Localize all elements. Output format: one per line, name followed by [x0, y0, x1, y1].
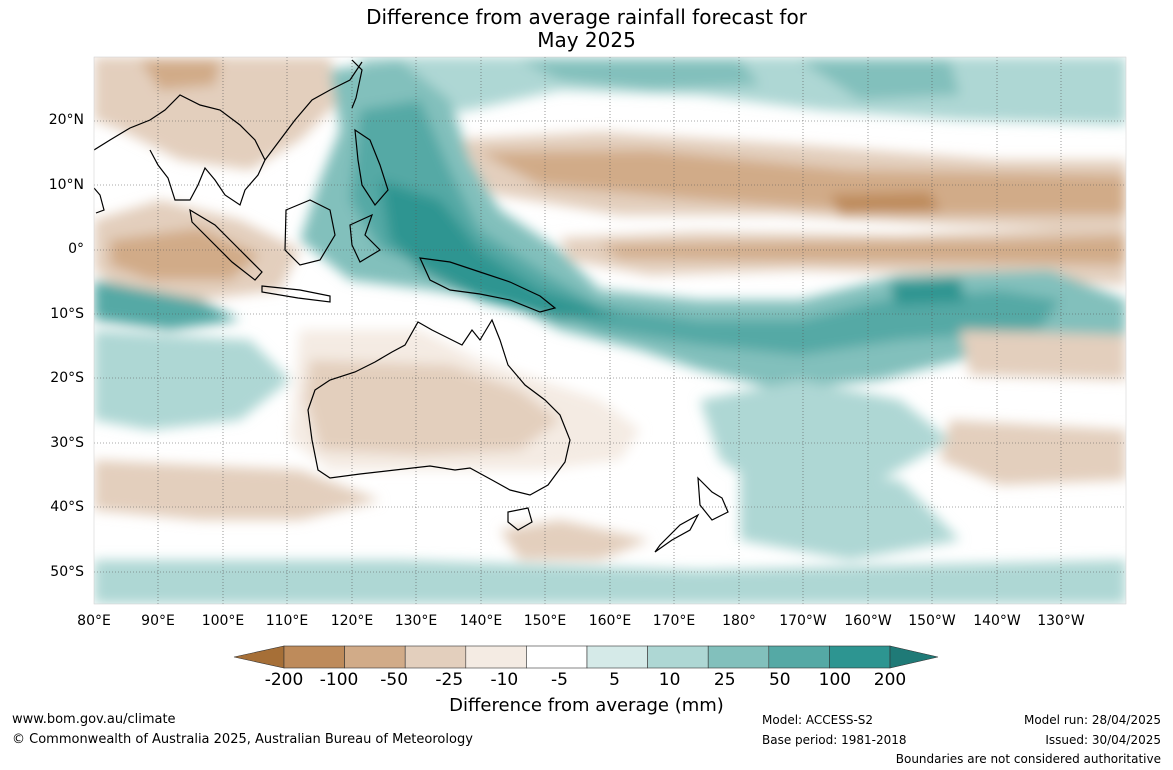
lon-label: 180° — [722, 613, 756, 629]
philippines-coastline — [354, 128, 389, 206]
graticule — [94, 57, 1126, 604]
colorbar-swatch — [404, 645, 467, 669]
lat-label-0: 0° — [68, 241, 84, 257]
lon-label: 160°E — [588, 613, 632, 629]
lat-label-10s: 10°S — [50, 306, 84, 322]
colorbar-tick-label: 10 — [658, 670, 681, 690]
asia-coastline — [94, 61, 363, 206]
lon-label: 80°E — [77, 613, 111, 629]
lon-label: 140°E — [459, 613, 503, 629]
sumatra-coastline — [189, 208, 263, 281]
new-guinea-coastline — [419, 257, 557, 313]
lat-label-30s: 30°S — [50, 435, 84, 451]
lon-label: 100°E — [201, 613, 245, 629]
colorbar-tick-label: 200 — [873, 670, 907, 690]
colorbar-tick-label: -10 — [490, 670, 519, 690]
new-zealand-north-coastline — [697, 476, 729, 521]
colorbar-arrow-low — [233, 645, 285, 669]
new-zealand-south-coastline — [654, 513, 700, 553]
japan-coastline — [351, 59, 363, 109]
sulawesi-coastline — [349, 213, 381, 263]
colorbar-tick-label: -100 — [319, 670, 359, 690]
colorbar-tick-label: 100 — [818, 670, 852, 690]
lon-label: 140°W — [973, 613, 1021, 629]
colorbar-swatch — [465, 645, 527, 669]
map-title-line1: Difference from average rainfall forecas… — [366, 5, 807, 29]
map-title-line2: May 2025 — [537, 28, 636, 52]
issued-date: Issued: 30/04/2025 — [1045, 733, 1161, 747]
colorbar-tick-label: -25 — [435, 670, 464, 690]
colorbar-tick-label: -200 — [264, 670, 304, 690]
colorbar — [233, 645, 939, 669]
lon-label: 110°E — [265, 613, 309, 629]
lon-label: 130°E — [394, 613, 438, 629]
java-coastline — [261, 285, 331, 303]
coastlines — [94, 59, 729, 553]
lon-label: 170°W — [779, 613, 827, 629]
lat-label-40s: 40°S — [50, 499, 84, 515]
lat-label-50s: 50°S — [50, 564, 84, 580]
lon-label: 150°W — [908, 613, 956, 629]
colorbar-tick-label: 50 — [768, 670, 791, 690]
lon-label: 90°E — [141, 613, 175, 629]
lon-label: 130°W — [1037, 613, 1085, 629]
colorbar-title: Difference from average (mm) — [449, 695, 724, 716]
lon-label: 160°W — [844, 613, 892, 629]
colorbar-swatch — [829, 645, 891, 669]
colorbar-swatch — [283, 645, 345, 669]
colorbar-swatch — [647, 645, 709, 669]
colorbar-tick-label: 25 — [713, 670, 736, 690]
base-period: Base period: 1981-2018 — [762, 733, 907, 747]
lat-label-20n: 20°N — [48, 112, 84, 128]
colorbar-tick-label: -5 — [550, 670, 568, 690]
map-frame — [93, 56, 1127, 605]
colorbar-tick-label: 5 — [609, 670, 620, 690]
colorbar-swatch — [526, 645, 588, 669]
borneo-coastline — [284, 199, 336, 266]
colorbar-swatch — [344, 645, 406, 669]
lon-label: 150°E — [523, 613, 567, 629]
colorbar-swatch — [586, 645, 648, 669]
boundaries-disclaimer: Boundaries are not considered authoritat… — [895, 752, 1161, 766]
colorbar-arrow-high — [889, 645, 939, 669]
tasmania-coastline — [507, 507, 533, 531]
lat-label-10n: 10°N — [48, 177, 84, 193]
model-name: Model: ACCESS-S2 — [762, 713, 874, 727]
lat-label-20s: 20°S — [50, 370, 84, 386]
sri-lanka-coastline — [94, 187, 105, 214]
lon-label: 170°E — [652, 613, 696, 629]
rainfall-anomaly-field — [94, 57, 1126, 604]
colorbar-swatch — [707, 645, 770, 669]
copyright-text: © Commonwealth of Australia 2025, Austra… — [12, 732, 473, 747]
australia-coastline — [307, 318, 571, 496]
model-run-date: Model run: 28/04/2025 — [1023, 713, 1161, 727]
website-link[interactable]: www.bom.gov.au/climate — [12, 712, 176, 727]
lon-label: 120°E — [330, 613, 374, 629]
colorbar-swatch — [768, 645, 830, 669]
colorbar-tick-label: -50 — [380, 670, 409, 690]
